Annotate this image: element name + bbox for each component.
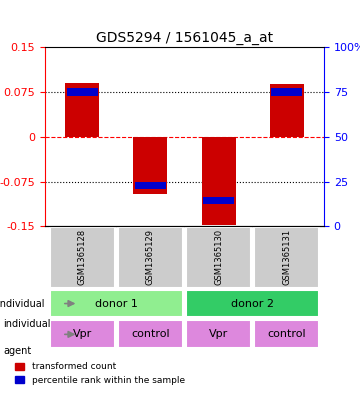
Bar xyxy=(270,84,303,137)
Text: GSM1365131: GSM1365131 xyxy=(282,229,291,285)
Bar xyxy=(66,83,99,137)
FancyBboxPatch shape xyxy=(186,227,251,288)
Text: individual: individual xyxy=(4,319,51,329)
FancyBboxPatch shape xyxy=(254,227,319,288)
FancyBboxPatch shape xyxy=(50,227,115,288)
FancyBboxPatch shape xyxy=(118,320,183,348)
Bar xyxy=(271,88,302,95)
FancyBboxPatch shape xyxy=(254,320,319,348)
Bar xyxy=(202,137,235,225)
Bar xyxy=(203,197,234,204)
Bar xyxy=(67,88,98,95)
Text: GSM1365129: GSM1365129 xyxy=(146,229,155,285)
Text: GSM1365130: GSM1365130 xyxy=(214,229,223,285)
Text: control: control xyxy=(131,329,170,340)
Text: individual: individual xyxy=(0,299,45,309)
FancyBboxPatch shape xyxy=(186,320,251,348)
Text: agent: agent xyxy=(4,345,32,356)
FancyBboxPatch shape xyxy=(50,320,115,348)
Text: donor 2: donor 2 xyxy=(231,299,274,309)
FancyBboxPatch shape xyxy=(186,290,319,318)
FancyBboxPatch shape xyxy=(118,227,183,288)
Text: donor 1: donor 1 xyxy=(95,299,138,309)
Text: Vpr: Vpr xyxy=(209,329,228,340)
Title: GDS5294 / 1561045_a_at: GDS5294 / 1561045_a_at xyxy=(96,31,273,45)
Text: Vpr: Vpr xyxy=(73,329,92,340)
FancyBboxPatch shape xyxy=(50,290,183,318)
Bar xyxy=(134,137,167,194)
Text: GSM1365128: GSM1365128 xyxy=(78,229,87,285)
Bar xyxy=(135,182,166,189)
Text: control: control xyxy=(267,329,306,340)
Legend: transformed count, percentile rank within the sample: transformed count, percentile rank withi… xyxy=(12,359,188,389)
